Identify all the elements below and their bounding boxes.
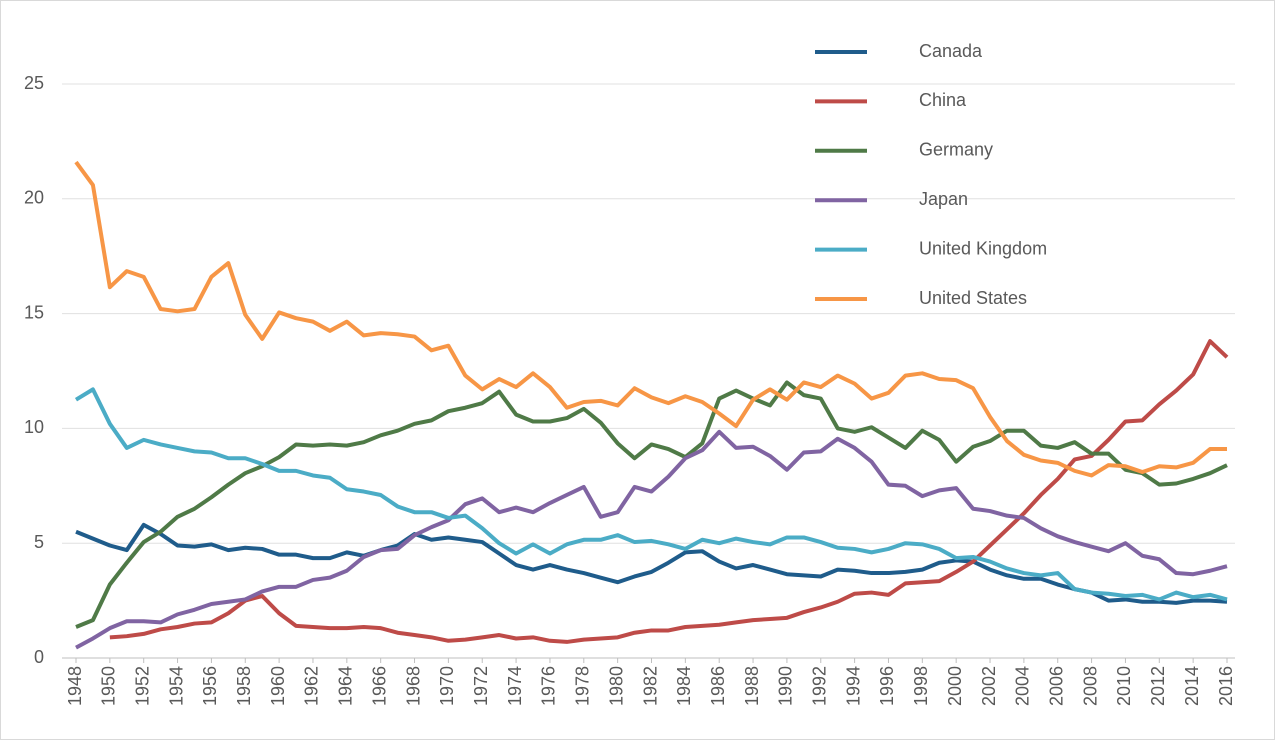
x-tick-label: 1966 — [369, 666, 389, 706]
x-tick-label: 1974 — [505, 666, 525, 706]
series-line — [109, 339, 1229, 644]
x-tick-label: 2006 — [1046, 666, 1066, 706]
series-line — [74, 160, 1227, 478]
x-tick-label: 1948 — [65, 666, 85, 706]
x-tick-label: 2016 — [1216, 666, 1236, 706]
x-tick-label: 2014 — [1182, 666, 1202, 706]
x-tick-label: 1992 — [810, 666, 830, 706]
legend-label: United Kingdom — [919, 238, 1047, 258]
x-tick-label: 1984 — [674, 666, 694, 706]
x-tick-label: 1986 — [708, 666, 728, 706]
x-tick-label: 1996 — [877, 666, 897, 706]
x-tick-label: 2012 — [1148, 666, 1168, 706]
x-tick-label: 1950 — [99, 666, 119, 706]
series-line — [75, 522, 1228, 605]
x-tick-label: 1956 — [200, 666, 220, 706]
x-tick-label: 1970 — [437, 666, 457, 706]
x-tick-label: 1964 — [336, 666, 356, 706]
x-tick-label: 1988 — [742, 666, 762, 706]
x-tick-label: 2002 — [979, 666, 999, 706]
series-line — [74, 387, 1228, 602]
x-tick-label: 2008 — [1080, 666, 1100, 706]
x-tick-label: 2004 — [1013, 666, 1033, 706]
y-tick-label: 25 — [24, 73, 44, 93]
x-tick-label: 2010 — [1114, 666, 1134, 706]
x-tick-label: 1990 — [776, 666, 796, 706]
legend-label: United States — [919, 288, 1027, 308]
y-tick-label: 5 — [34, 532, 44, 552]
x-tick-label: 2000 — [945, 666, 965, 706]
x-tick-label: 1976 — [539, 666, 559, 706]
series-line — [75, 380, 1228, 629]
x-tick-label: 1994 — [843, 666, 863, 706]
x-tick-label: 1954 — [166, 666, 186, 706]
y-tick-label: 15 — [24, 302, 44, 322]
x-tick-label: 1982 — [640, 666, 660, 706]
legend-label: Japan — [919, 189, 968, 209]
x-tick-label: 1960 — [268, 666, 288, 706]
x-tick-label: 1972 — [471, 666, 491, 706]
x-tick-label: 1978 — [573, 666, 593, 706]
x-tick-label: 1958 — [234, 666, 254, 706]
x-tick-label: 1968 — [403, 666, 423, 706]
legend-label: Germany — [919, 140, 993, 160]
x-tick-label: 1962 — [302, 666, 322, 706]
x-tick-label: 1952 — [132, 666, 152, 706]
y-tick-label: 0 — [34, 647, 44, 667]
y-tick-label: 10 — [24, 417, 44, 437]
legend-label: Canada — [919, 41, 983, 61]
x-tick-label: 1980 — [606, 666, 626, 706]
y-tick-label: 20 — [24, 188, 44, 208]
series-line — [75, 429, 1228, 650]
x-tick-label: 1998 — [911, 666, 931, 706]
legend-label: China — [919, 90, 967, 110]
